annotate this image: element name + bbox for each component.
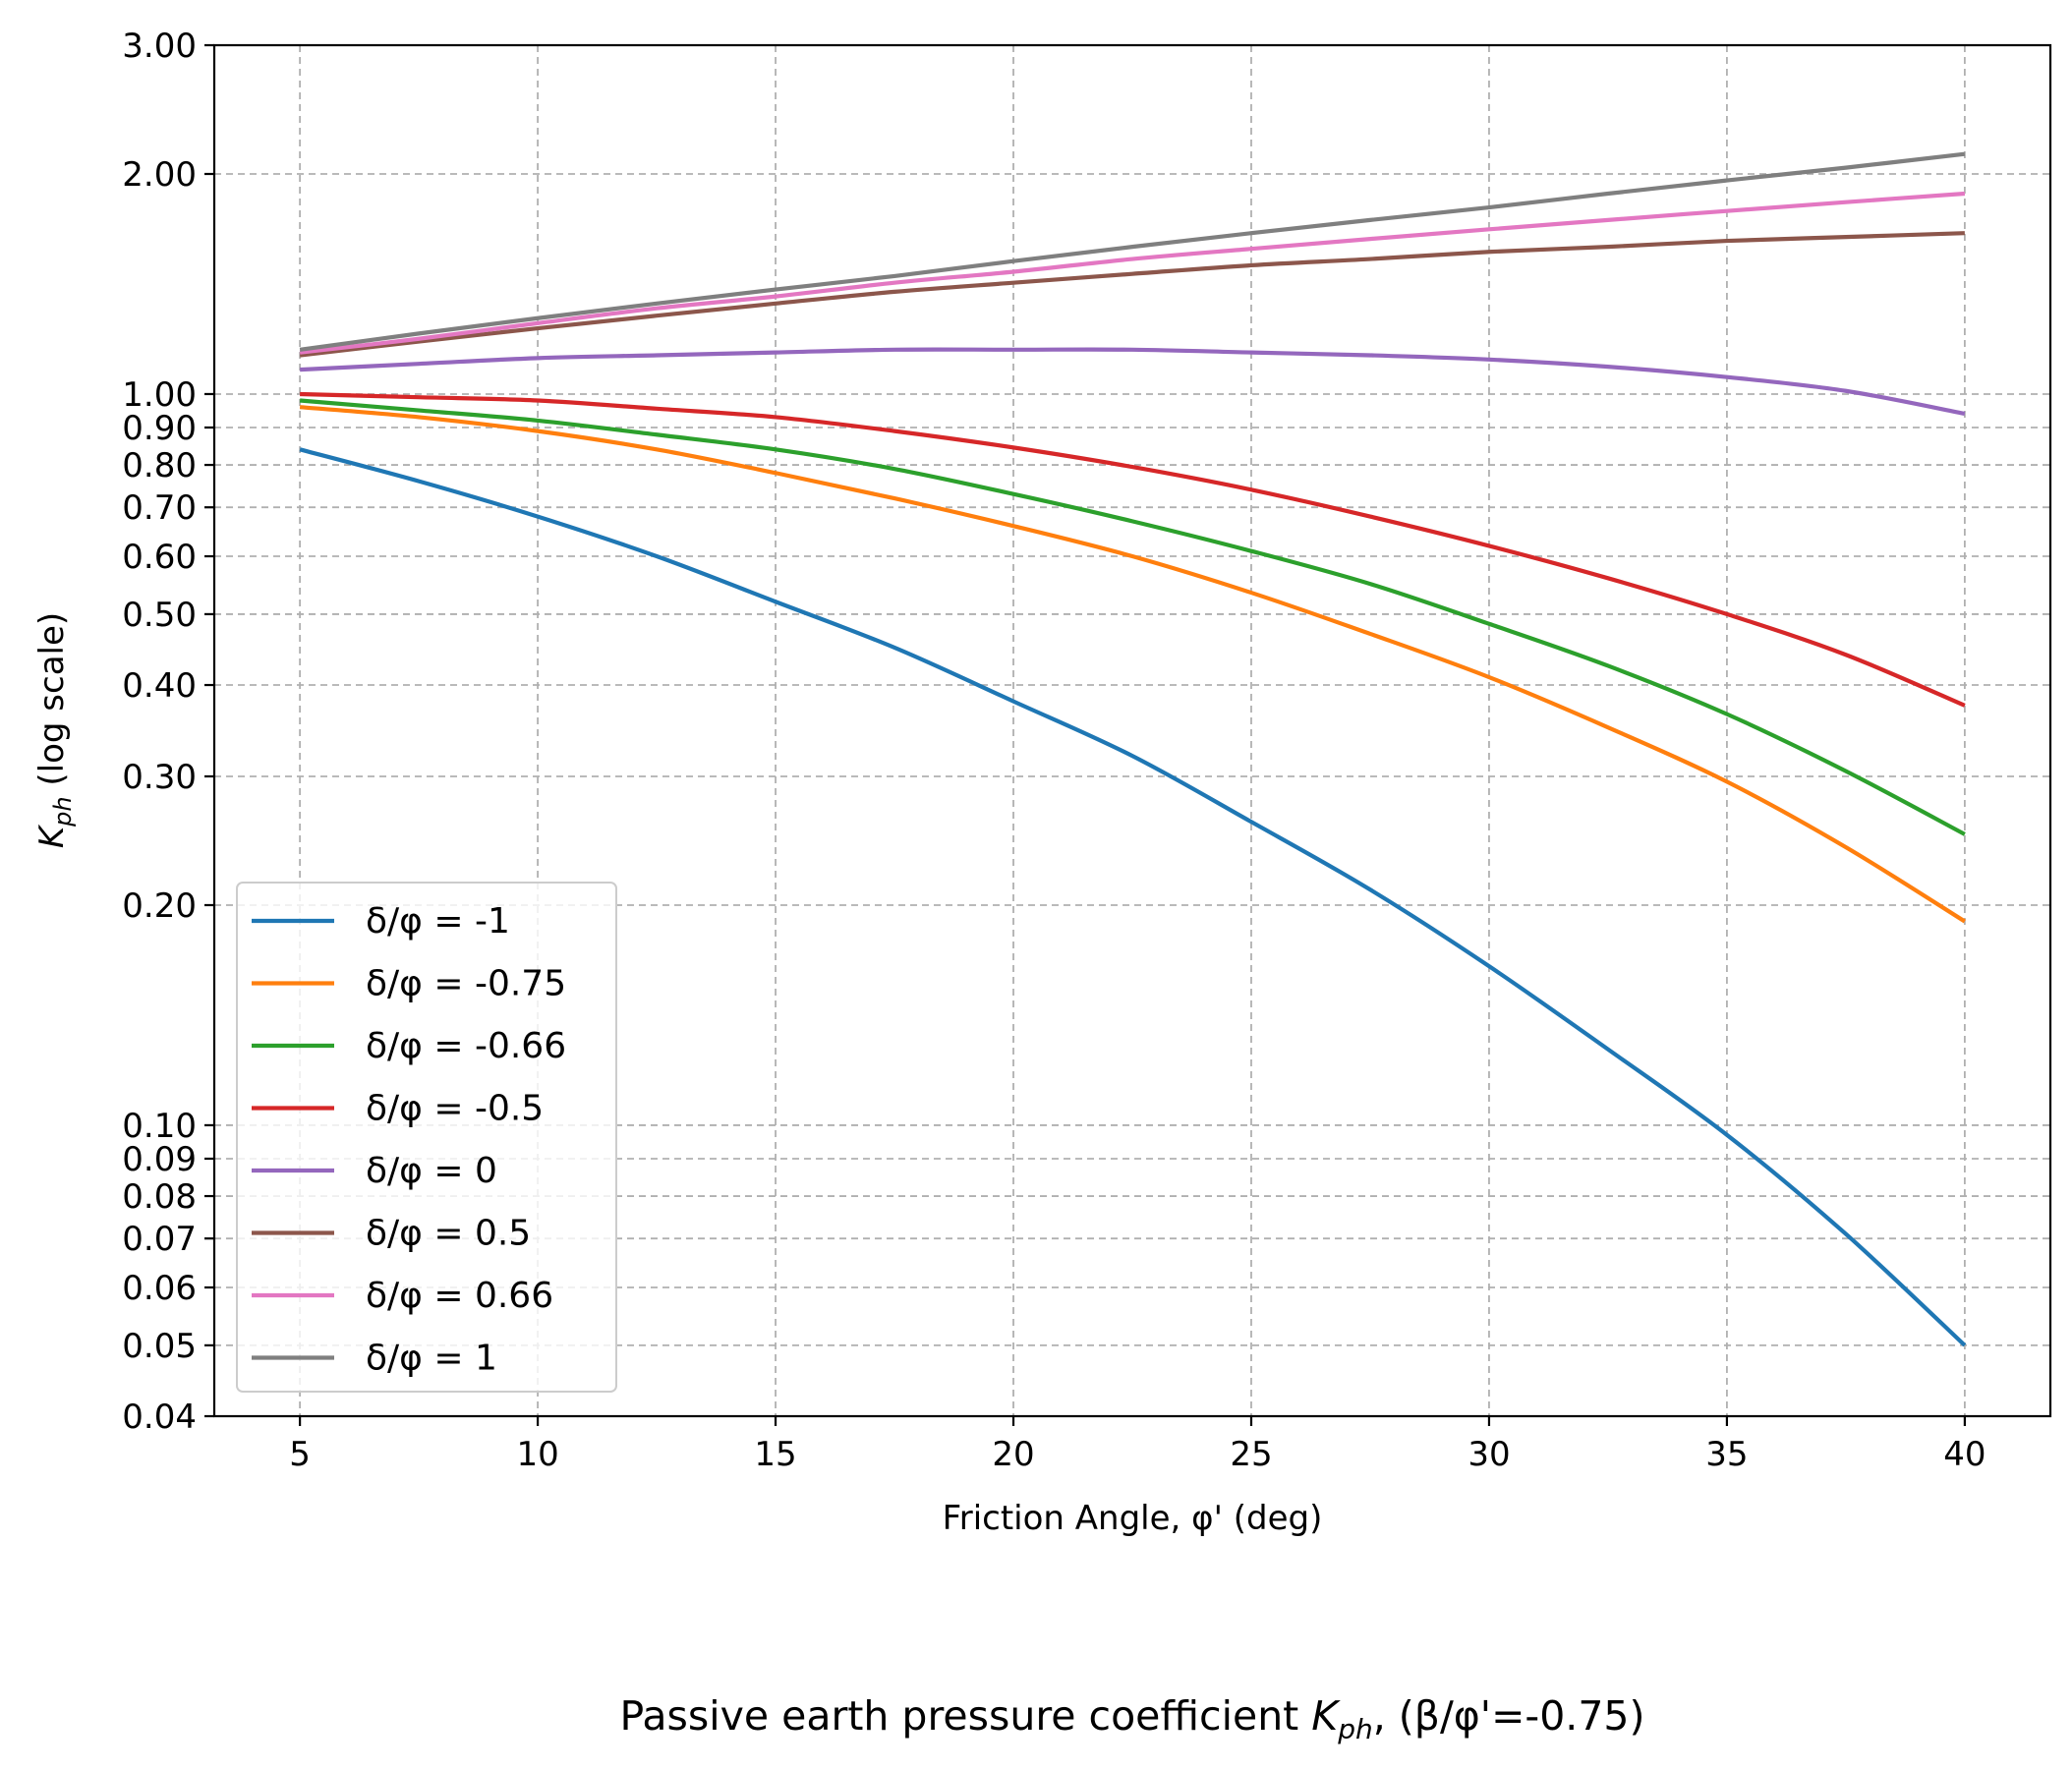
legend-label: δ/φ = -1: [366, 901, 510, 942]
series-line-1: [299, 405, 1967, 924]
y-tick-label: 0.08: [122, 1177, 197, 1217]
x-tick-label: 20: [992, 1435, 1034, 1474]
y-tick-label: 0.20: [122, 886, 197, 926]
legend: δ/φ = -1 δ/φ = -0.75 δ/φ = -0.66 δ/φ = -0.5…: [236, 882, 617, 1393]
legend-label: δ/φ = 1: [366, 1339, 497, 1379]
y-tick-label: 3.00: [122, 27, 197, 66]
series-line-0: [299, 447, 1967, 1347]
x-tick-label: 15: [754, 1435, 796, 1474]
series-lines: [299, 151, 1967, 1347]
legend-label: δ/φ = -0.75: [366, 964, 566, 1004]
x-tick-label: 25: [1230, 1435, 1272, 1474]
y-tick-label: 1.00: [122, 375, 197, 415]
legend-label: δ/φ = -0.5: [366, 1089, 544, 1129]
x-tick-label: 40: [1943, 1435, 1986, 1474]
y-tick-label: 0.50: [122, 596, 197, 635]
x-tick-label: 5: [289, 1435, 311, 1474]
series-line-6: [299, 191, 1966, 355]
y-tick-label: 0.05: [122, 1327, 197, 1366]
chart-caption: Passive earth pressure coefficient Kph, …: [619, 1692, 1644, 1745]
y-tick-label: 0.06: [122, 1269, 197, 1308]
series-line-4: [300, 347, 1966, 417]
y-tick-label: 0.90: [122, 409, 197, 448]
caption-prefix: Passive earth pressure coefficient: [619, 1692, 1311, 1740]
caption-suffix: , (β/φ'=-0.75): [1373, 1692, 1645, 1740]
y-tick-label: 0.09: [122, 1140, 197, 1179]
x-tick-label: 35: [1705, 1435, 1748, 1474]
caption-subscript: ph: [1337, 1713, 1373, 1745]
axis-ticks: 5 10 15 20 25 30 35 400.040.050.060.070.080.090…: [122, 27, 1986, 1474]
y-axis-label-suffix: (log scale): [32, 612, 72, 797]
series-line-7: [299, 151, 1966, 352]
y-tick-label: 0.04: [122, 1398, 197, 1437]
y-tick-label: 0.40: [122, 666, 197, 706]
y-tick-label: 0.30: [122, 758, 197, 797]
caption-symbol: K: [1311, 1692, 1341, 1740]
y-axis-label-subscript: ph: [49, 796, 77, 827]
y-tick-label: 0.60: [122, 538, 197, 577]
y-tick-label: 0.10: [122, 1107, 197, 1146]
y-axis-label: Kph (log scale): [32, 612, 77, 848]
legend-label: δ/φ = 0.5: [366, 1214, 531, 1254]
y-axis-label-symbol: K: [32, 824, 72, 848]
legend-label: δ/φ = 0.66: [366, 1276, 553, 1316]
y-tick-label: 0.70: [122, 488, 197, 528]
legend-label: δ/φ = 0: [366, 1151, 497, 1191]
x-axis-label: Friction Angle, φ' (deg): [943, 1499, 1323, 1538]
series-line-5: [299, 231, 1965, 358]
series-line-2: [299, 398, 1966, 836]
legend-box: [236, 882, 617, 1393]
legend-label: δ/φ = -0.66: [366, 1026, 566, 1066]
y-tick-label: 0.07: [122, 1220, 197, 1259]
series-line-3: [300, 391, 1966, 708]
y-tick-label: 0.80: [122, 446, 197, 485]
x-tick-label: 10: [516, 1435, 558, 1474]
plot-frame: [212, 43, 2052, 1418]
x-tick-label: 30: [1468, 1435, 1510, 1474]
y-tick-label: 2.00: [122, 155, 197, 195]
